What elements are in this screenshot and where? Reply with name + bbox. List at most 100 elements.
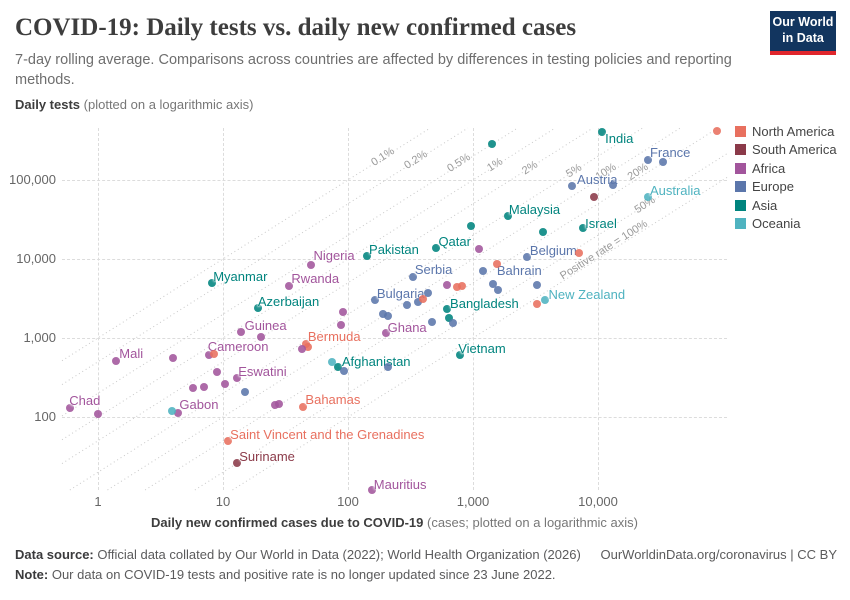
- data-point-serbia[interactable]: [408, 273, 417, 282]
- data-point[interactable]: [457, 281, 466, 290]
- data-point[interactable]: [475, 244, 484, 253]
- country-label[interactable]: Gabon: [179, 397, 219, 413]
- country-label[interactable]: Eswatini: [238, 364, 287, 380]
- data-point[interactable]: [378, 310, 387, 319]
- data-point-india[interactable]: [598, 128, 607, 136]
- country-label[interactable]: Vietnam: [458, 340, 506, 356]
- data-point-rwanda[interactable]: [285, 282, 294, 291]
- country-label[interactable]: Cameroon: [207, 338, 269, 354]
- data-point[interactable]: [241, 387, 249, 396]
- owid-logo[interactable]: Our World in Data: [770, 11, 836, 55]
- data-point[interactable]: [418, 295, 427, 304]
- data-point[interactable]: [298, 344, 307, 353]
- data-point-bahrain[interactable]: [478, 266, 487, 275]
- data-point-saint-vincent-and-the-grenadines[interactable]: [224, 436, 233, 445]
- country-label[interactable]: Qatar: [438, 233, 471, 249]
- country-label[interactable]: India: [605, 131, 634, 146]
- data-point[interactable]: [402, 300, 411, 309]
- data-point-chad[interactable]: [66, 403, 75, 412]
- legend-item-asia[interactable]: Asia: [735, 196, 837, 215]
- data-point[interactable]: [609, 181, 618, 190]
- data-point[interactable]: [270, 401, 279, 410]
- country-label[interactable]: Bulgaria: [376, 285, 425, 301]
- data-point-myanmar[interactable]: [208, 278, 217, 287]
- country-label[interactable]: Belgium: [529, 243, 577, 258]
- country-label[interactable]: Mali: [119, 346, 144, 362]
- data-point[interactable]: [167, 406, 176, 415]
- country-label[interactable]: Malaysia: [508, 202, 561, 218]
- data-point[interactable]: [169, 353, 178, 362]
- owid-link[interactable]: OurWorldinData.org/coronavirus | CC BY: [600, 547, 837, 562]
- country-label[interactable]: Serbia: [414, 262, 453, 278]
- country-label[interactable]: Bahrain: [496, 262, 542, 278]
- data-point-bulgaria[interactable]: [370, 295, 379, 304]
- data-point-pakistan[interactable]: [363, 252, 372, 261]
- data-point[interactable]: [237, 328, 246, 337]
- data-point-israel[interactable]: [579, 223, 588, 232]
- data-point[interactable]: [384, 311, 393, 320]
- data-point[interactable]: [213, 368, 222, 377]
- data-point-mali[interactable]: [112, 357, 121, 366]
- country-label[interactable]: Australia: [649, 182, 701, 198]
- data-point[interactable]: [189, 384, 198, 393]
- data-point-nigeria[interactable]: [307, 260, 316, 269]
- data-point[interactable]: [532, 300, 541, 309]
- country-label[interactable]: Guinea: [244, 317, 287, 333]
- data-point[interactable]: [338, 308, 347, 317]
- country-label[interactable]: Bangladesh: [450, 295, 519, 311]
- data-point[interactable]: [210, 349, 219, 358]
- data-point-vietnam[interactable]: [456, 350, 465, 359]
- country-label[interactable]: Saint Vincent and the Grenadines: [230, 426, 425, 442]
- data-point[interactable]: [493, 285, 502, 294]
- country-label[interactable]: Nigeria: [313, 247, 355, 263]
- data-point-new-zealand[interactable]: [541, 295, 550, 304]
- data-point[interactable]: [488, 139, 497, 148]
- country-label[interactable]: France: [649, 145, 691, 161]
- data-point-mauritius[interactable]: [367, 485, 376, 494]
- data-point-bangladesh[interactable]: [443, 304, 452, 313]
- country-label[interactable]: Rwanda: [291, 271, 340, 287]
- country-label[interactable]: Bermuda: [307, 329, 361, 345]
- data-point[interactable]: [493, 259, 502, 268]
- data-point-eswatini[interactable]: [233, 374, 242, 383]
- country-label[interactable]: Myanmar: [213, 268, 268, 284]
- country-label[interactable]: Suriname: [239, 449, 295, 465]
- country-label[interactable]: New Zealand: [548, 286, 626, 302]
- data-point[interactable]: [538, 228, 547, 237]
- data-point-australia[interactable]: [643, 192, 652, 201]
- data-point[interactable]: [221, 380, 230, 389]
- data-point[interactable]: [384, 362, 393, 371]
- data-point[interactable]: [94, 409, 102, 418]
- country-label[interactable]: Israel: [585, 215, 617, 231]
- legend-item-europe[interactable]: Europe: [735, 178, 837, 197]
- data-point[interactable]: [199, 382, 208, 391]
- country-label[interactable]: Azerbaijan: [257, 293, 320, 309]
- data-point[interactable]: [575, 249, 584, 258]
- data-point-france[interactable]: [643, 156, 652, 165]
- data-point[interactable]: [590, 192, 598, 201]
- data-point[interactable]: [532, 280, 541, 289]
- data-point-afghanistan[interactable]: [333, 362, 342, 371]
- data-point-ghana[interactable]: [381, 328, 390, 337]
- data-point[interactable]: [428, 317, 436, 326]
- data-point[interactable]: [444, 313, 453, 322]
- country-label[interactable]: Afghanistan: [341, 353, 411, 369]
- data-point[interactable]: [424, 288, 433, 297]
- data-point-guinea[interactable]: [256, 332, 265, 341]
- country-label[interactable]: Chad: [69, 392, 101, 408]
- country-label[interactable]: Ghana: [387, 319, 427, 335]
- data-point[interactable]: [304, 342, 313, 351]
- country-label[interactable]: Pakistan: [369, 242, 419, 258]
- data-point[interactable]: [453, 282, 462, 291]
- data-point[interactable]: [413, 297, 422, 306]
- data-point[interactable]: [489, 279, 498, 288]
- legend-item-africa[interactable]: Africa: [735, 159, 837, 178]
- legend-item-south-america[interactable]: South America: [735, 141, 837, 160]
- data-point[interactable]: [658, 157, 667, 166]
- data-point[interactable]: [337, 321, 346, 330]
- data-point[interactable]: [467, 221, 475, 230]
- country-label[interactable]: Austria: [577, 171, 618, 187]
- data-point-belgium[interactable]: [522, 253, 531, 261]
- data-point[interactable]: [274, 400, 283, 409]
- data-point-qatar[interactable]: [432, 243, 441, 252]
